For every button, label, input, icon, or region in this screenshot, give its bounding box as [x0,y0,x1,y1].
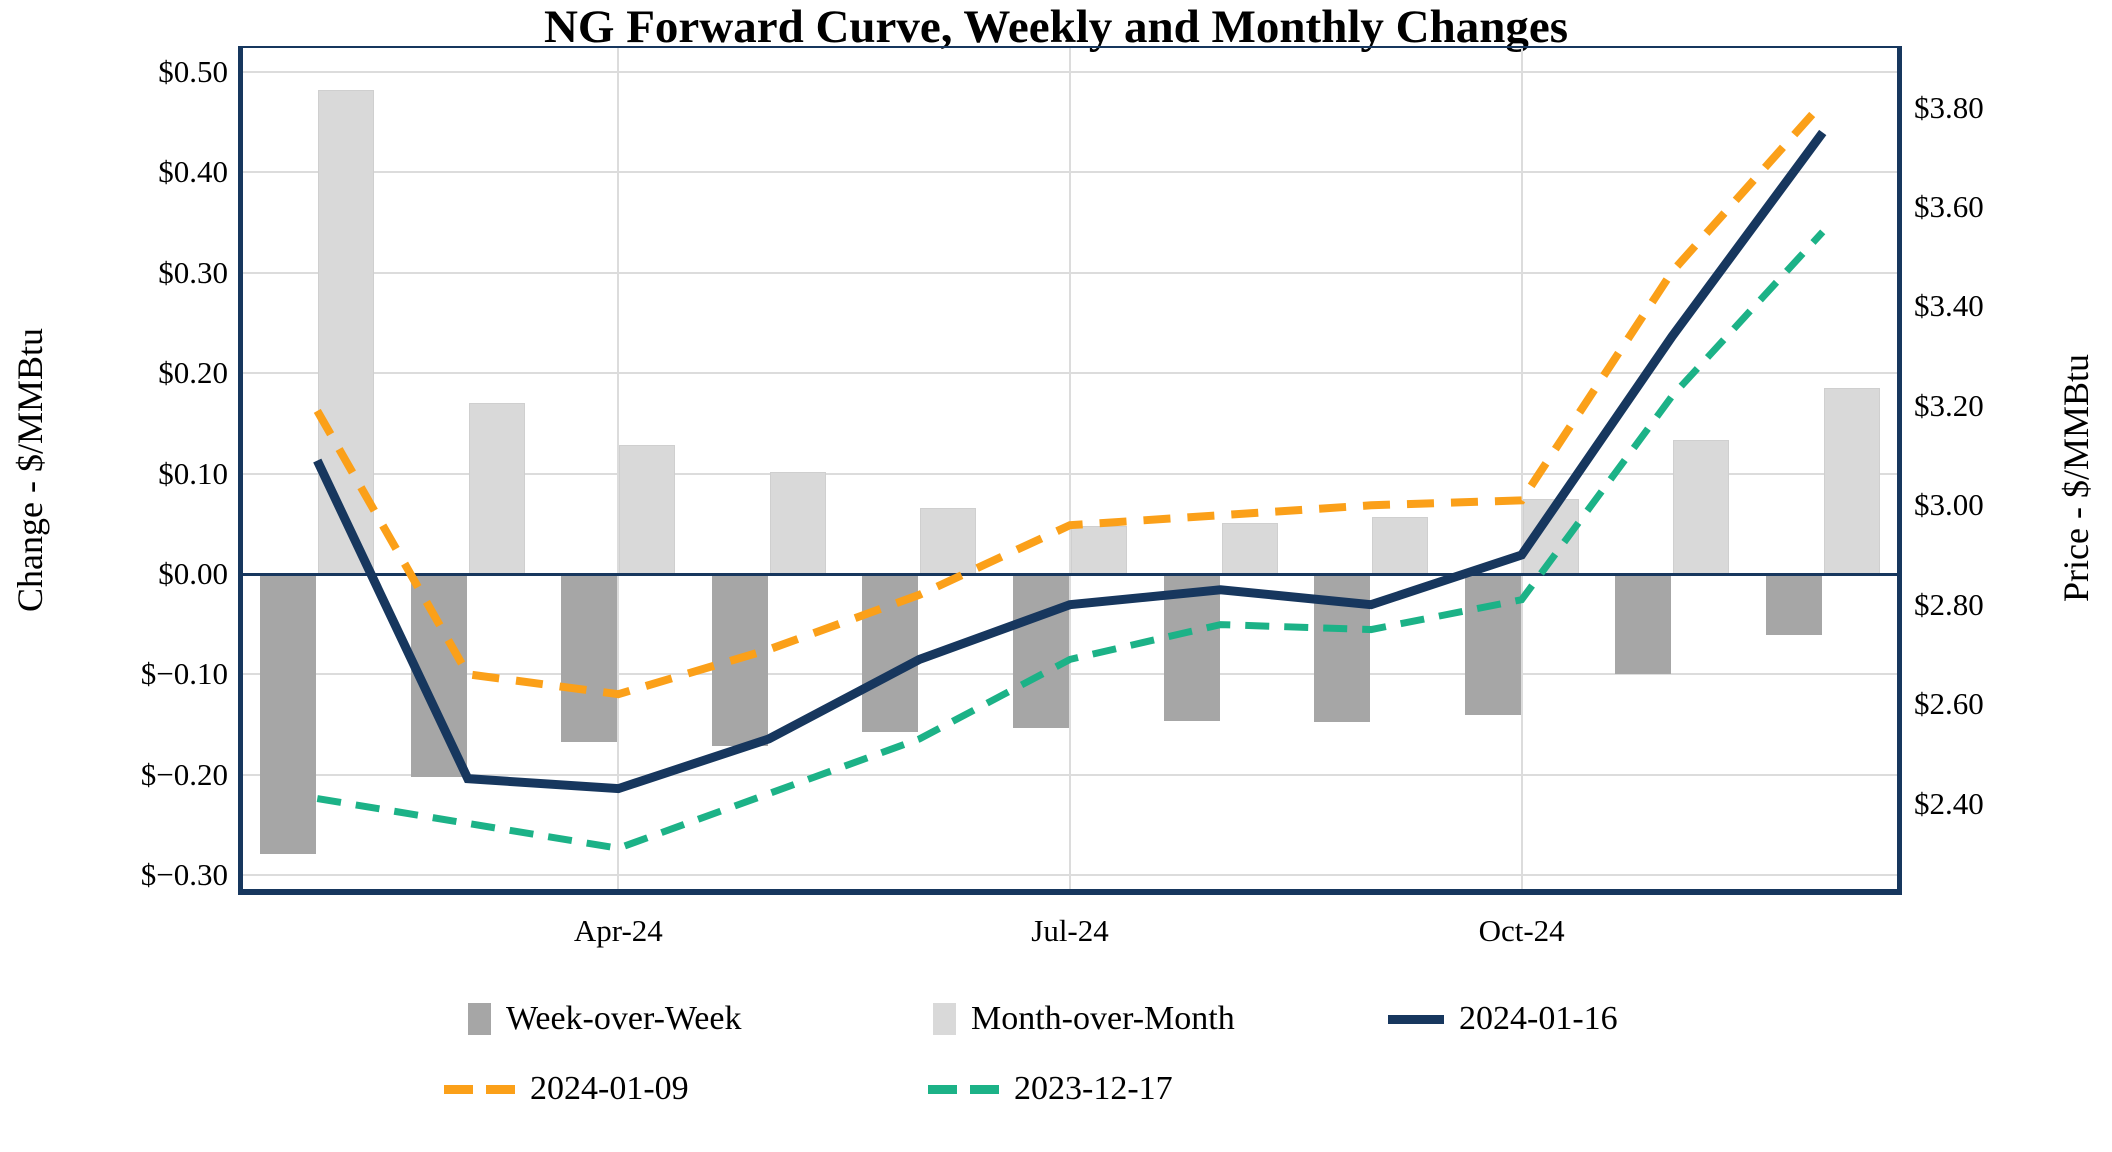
legend-label: Week-over-Week [506,1000,742,1037]
legend-label: Month-over-Month [971,1000,1235,1037]
solid-line-swatch-icon [1388,1014,1444,1024]
month-over-month-bar [1823,388,1880,574]
right-axis-tick-label: $2.80 [1914,586,1984,622]
x-axis-tick-label: Jul-24 [1031,913,1109,948]
left-axis-tick-label: $0.00 [158,555,228,591]
right-axis-tick-label: $3.40 [1914,288,1984,324]
legend-label: 2024-01-09 [530,1070,689,1107]
right-axis-tick-label: $3.80 [1914,89,1984,125]
x-axis-tick-label: Apr-24 [573,913,663,948]
right-axis-tick-label: $3.60 [1914,189,1984,225]
right-axis-tick-label: $2.60 [1914,686,1984,722]
left-axis-title: Change - $/MMBtu [10,328,50,612]
legend-item-2024-01-09: 2024-01-09 [444,1068,689,1110]
legend-item-week-over-week: Week-over-Week [468,998,741,1040]
left-axis-tick-label: $−0.30 [140,856,228,892]
legend-item-2023-12-17: 2023-12-17 [928,1068,1173,1110]
legend-label: 2024-01-16 [1459,1000,1618,1037]
left-axis-tick-label: $0.30 [158,254,228,290]
chart-title: NG Forward Curve, Weekly and Monthly Cha… [543,1,1569,53]
dashed-line-swatch-icon [928,1084,999,1094]
week-over-week-swatch-icon [468,1003,491,1035]
left-axis-tick-label: $0.40 [158,154,228,190]
dashed-line-swatch-icon [444,1084,515,1094]
left-axis-tick-label: $0.20 [158,355,228,391]
left-axis-tick-label: $−0.20 [140,756,228,792]
left-axis-tick-label: $0.10 [158,455,228,491]
left-axis-tick-label: $0.50 [158,54,228,90]
right-axis-tick-label: $3.00 [1914,487,1984,523]
right-axis-tick-label: $2.40 [1914,785,1984,821]
legend-item-month-over-month: Month-over-Month [933,998,1235,1040]
right-axis-tick-label: $3.20 [1914,387,1984,423]
left-axis-tick-label: $−0.10 [140,656,228,692]
legend-label: 2023-12-17 [1014,1070,1173,1107]
month-over-month-swatch-icon [933,1003,956,1035]
week-over-week-bar [260,573,317,854]
x-axis-tick-label: Oct-24 [1478,913,1565,948]
plot-frame [238,46,1902,895]
legend-item-2024-01-16: 2024-01-16 [1388,998,1618,1040]
